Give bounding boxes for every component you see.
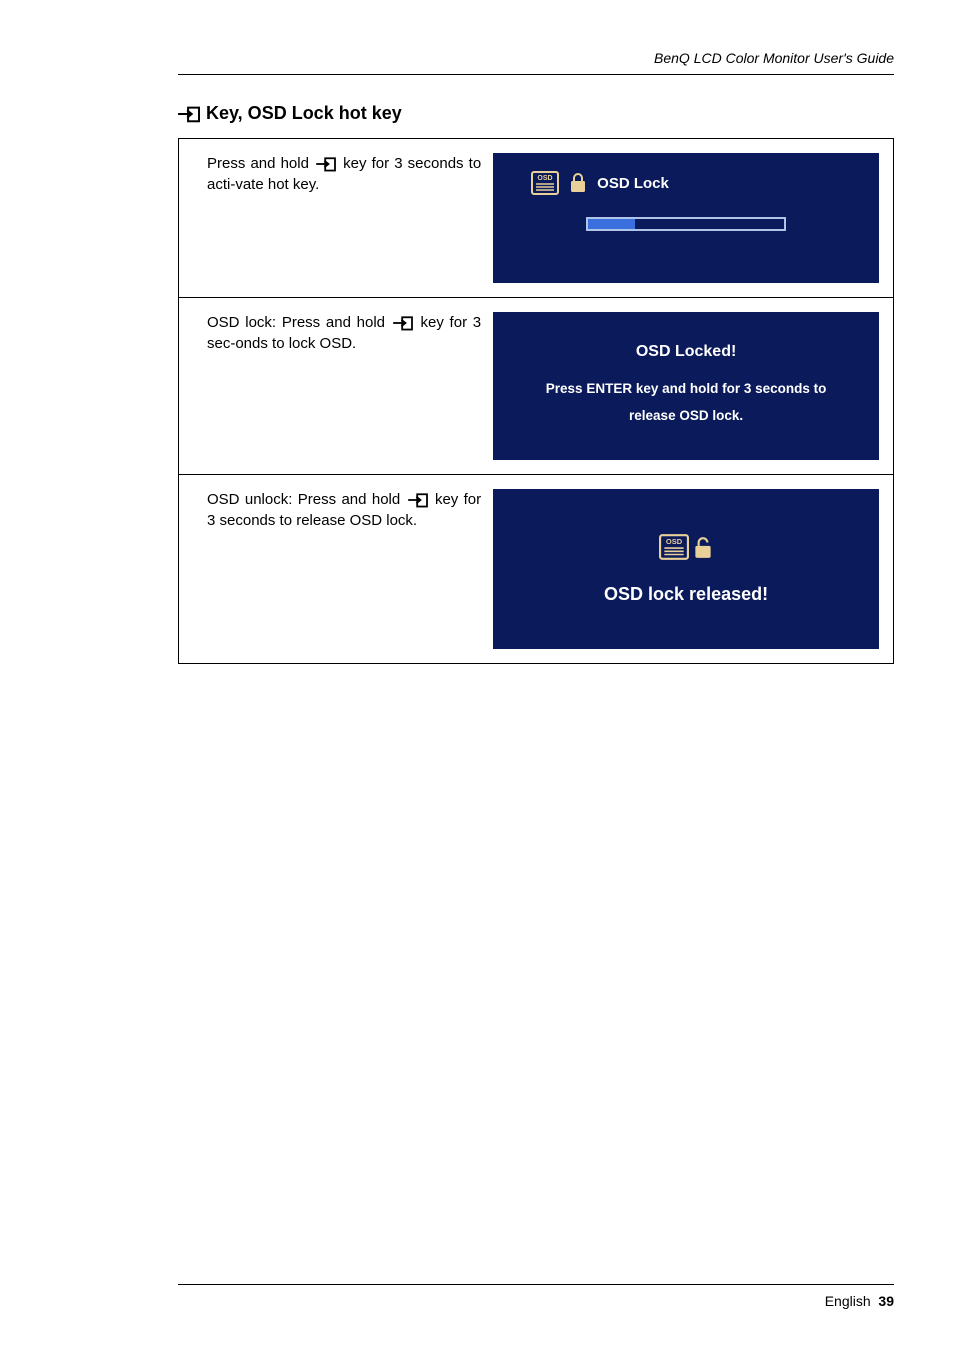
svg-text:OSD: OSD [538, 175, 553, 182]
section-heading: Key, OSD Lock hot key [178, 103, 894, 124]
enter-key-icon [316, 155, 336, 173]
footer-text: English 39 [825, 1293, 894, 1309]
osd-line1: Press ENTER key and hold for 3 seconds t… [546, 381, 827, 396]
enter-key-icon [408, 491, 428, 509]
manual-page: BenQ LCD Color Monitor User's Guide Key,… [0, 0, 954, 1351]
text-pre: OSD lock: Press and hold [207, 314, 391, 331]
table-row: OSD lock: Press and hold key for 3 sec-o… [179, 298, 893, 475]
unlock-icon [693, 536, 713, 560]
footer-lang: English [825, 1293, 871, 1309]
instruction-text: OSD unlock: Press and hold key for 3 sec… [179, 475, 493, 663]
osd-released-title: OSD lock released! [604, 584, 768, 605]
osd-preview: OSD Locked! Press ENTER key and hold for… [493, 298, 893, 474]
osd-menu-icon: OSD [531, 171, 559, 195]
progress-fill [588, 219, 635, 229]
guide-title: BenQ LCD Color Monitor User's Guide [654, 50, 894, 66]
instruction-text: OSD lock: Press and hold key for 3 sec-o… [179, 298, 493, 474]
progress-bar [586, 217, 786, 231]
table-row: OSD unlock: Press and hold key for 3 sec… [179, 475, 893, 663]
text-pre: Press and hold [207, 155, 314, 172]
text-pre: OSD unlock: Press and hold [207, 491, 406, 508]
page-footer: English 39 [178, 1284, 894, 1311]
enter-key-icon [393, 314, 413, 332]
svg-text:OSD: OSD [666, 536, 683, 545]
osd-locked-message: OSD Locked! Press ENTER key and hold for… [493, 312, 879, 460]
instruction-text: Press and hold key for 3 seconds to acti… [179, 139, 493, 297]
osd-menu-icon: OSD [659, 534, 689, 560]
osd-locked-instruction: Press ENTER key and hold for 3 seconds t… [546, 375, 827, 429]
instruction-table: Press and hold key for 3 seconds to acti… [178, 138, 894, 664]
enter-key-icon [178, 104, 200, 124]
osd-line2: release OSD lock. [629, 408, 743, 423]
section-title-text: Key, OSD Lock hot key [206, 103, 402, 124]
osd-header: OSD OSD Lock [503, 171, 869, 195]
footer-page-num: 39 [878, 1293, 894, 1309]
lock-icon [569, 172, 587, 194]
page-header: BenQ LCD Color Monitor User's Guide [178, 50, 894, 75]
osd-title: OSD Lock [597, 175, 669, 192]
table-row: Press and hold key for 3 seconds to acti… [179, 139, 893, 298]
osd-preview: OSD OSD Lock [493, 139, 893, 297]
osd-released-message: OSD OSD lock released! [493, 489, 879, 649]
osd-locked-title: OSD Locked! [636, 343, 736, 361]
osd-preview: OSD OSD lock released! [493, 475, 893, 663]
osd-released-icons: OSD [659, 534, 713, 560]
osd-lock-progress: OSD OSD Lock [493, 153, 879, 283]
